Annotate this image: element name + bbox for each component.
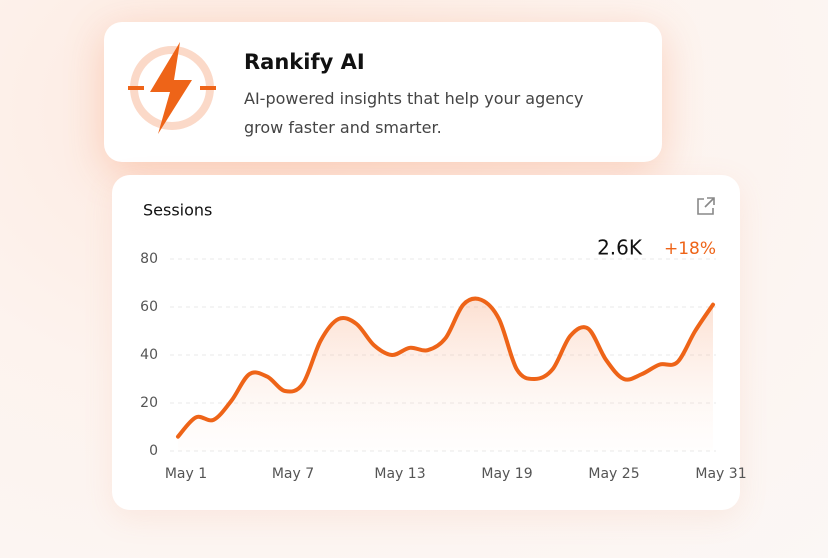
y-tick-label: 0 xyxy=(149,443,158,459)
change: +18% xyxy=(664,239,716,259)
y-tick-label: 40 xyxy=(140,347,158,363)
x-tick-label: May 1 xyxy=(165,466,207,482)
logo xyxy=(128,42,216,134)
y-tick-label: 20 xyxy=(140,395,158,411)
x-tick-label: May 13 xyxy=(374,466,425,482)
line xyxy=(176,296,715,439)
card-title: Rankify AI xyxy=(244,50,365,74)
chart-card xyxy=(112,175,740,510)
total: 2.6K xyxy=(597,236,643,260)
chart-title: Sessions xyxy=(143,201,212,220)
x-tick-label: May 7 xyxy=(272,466,314,482)
x-tick-label: May 19 xyxy=(481,466,532,482)
open-icon[interactable] xyxy=(697,197,715,215)
x-tick-label: May 25 xyxy=(588,466,639,482)
x-tick-label: May 31 xyxy=(695,466,746,482)
y-tick-label: 60 xyxy=(140,299,158,315)
y-tick-label: 80 xyxy=(140,251,158,267)
card-description: AI-powered insights that help your agenc… xyxy=(244,89,584,137)
area xyxy=(178,298,713,451)
info-card: Rankify AI AI-powered insights that help… xyxy=(104,22,662,162)
